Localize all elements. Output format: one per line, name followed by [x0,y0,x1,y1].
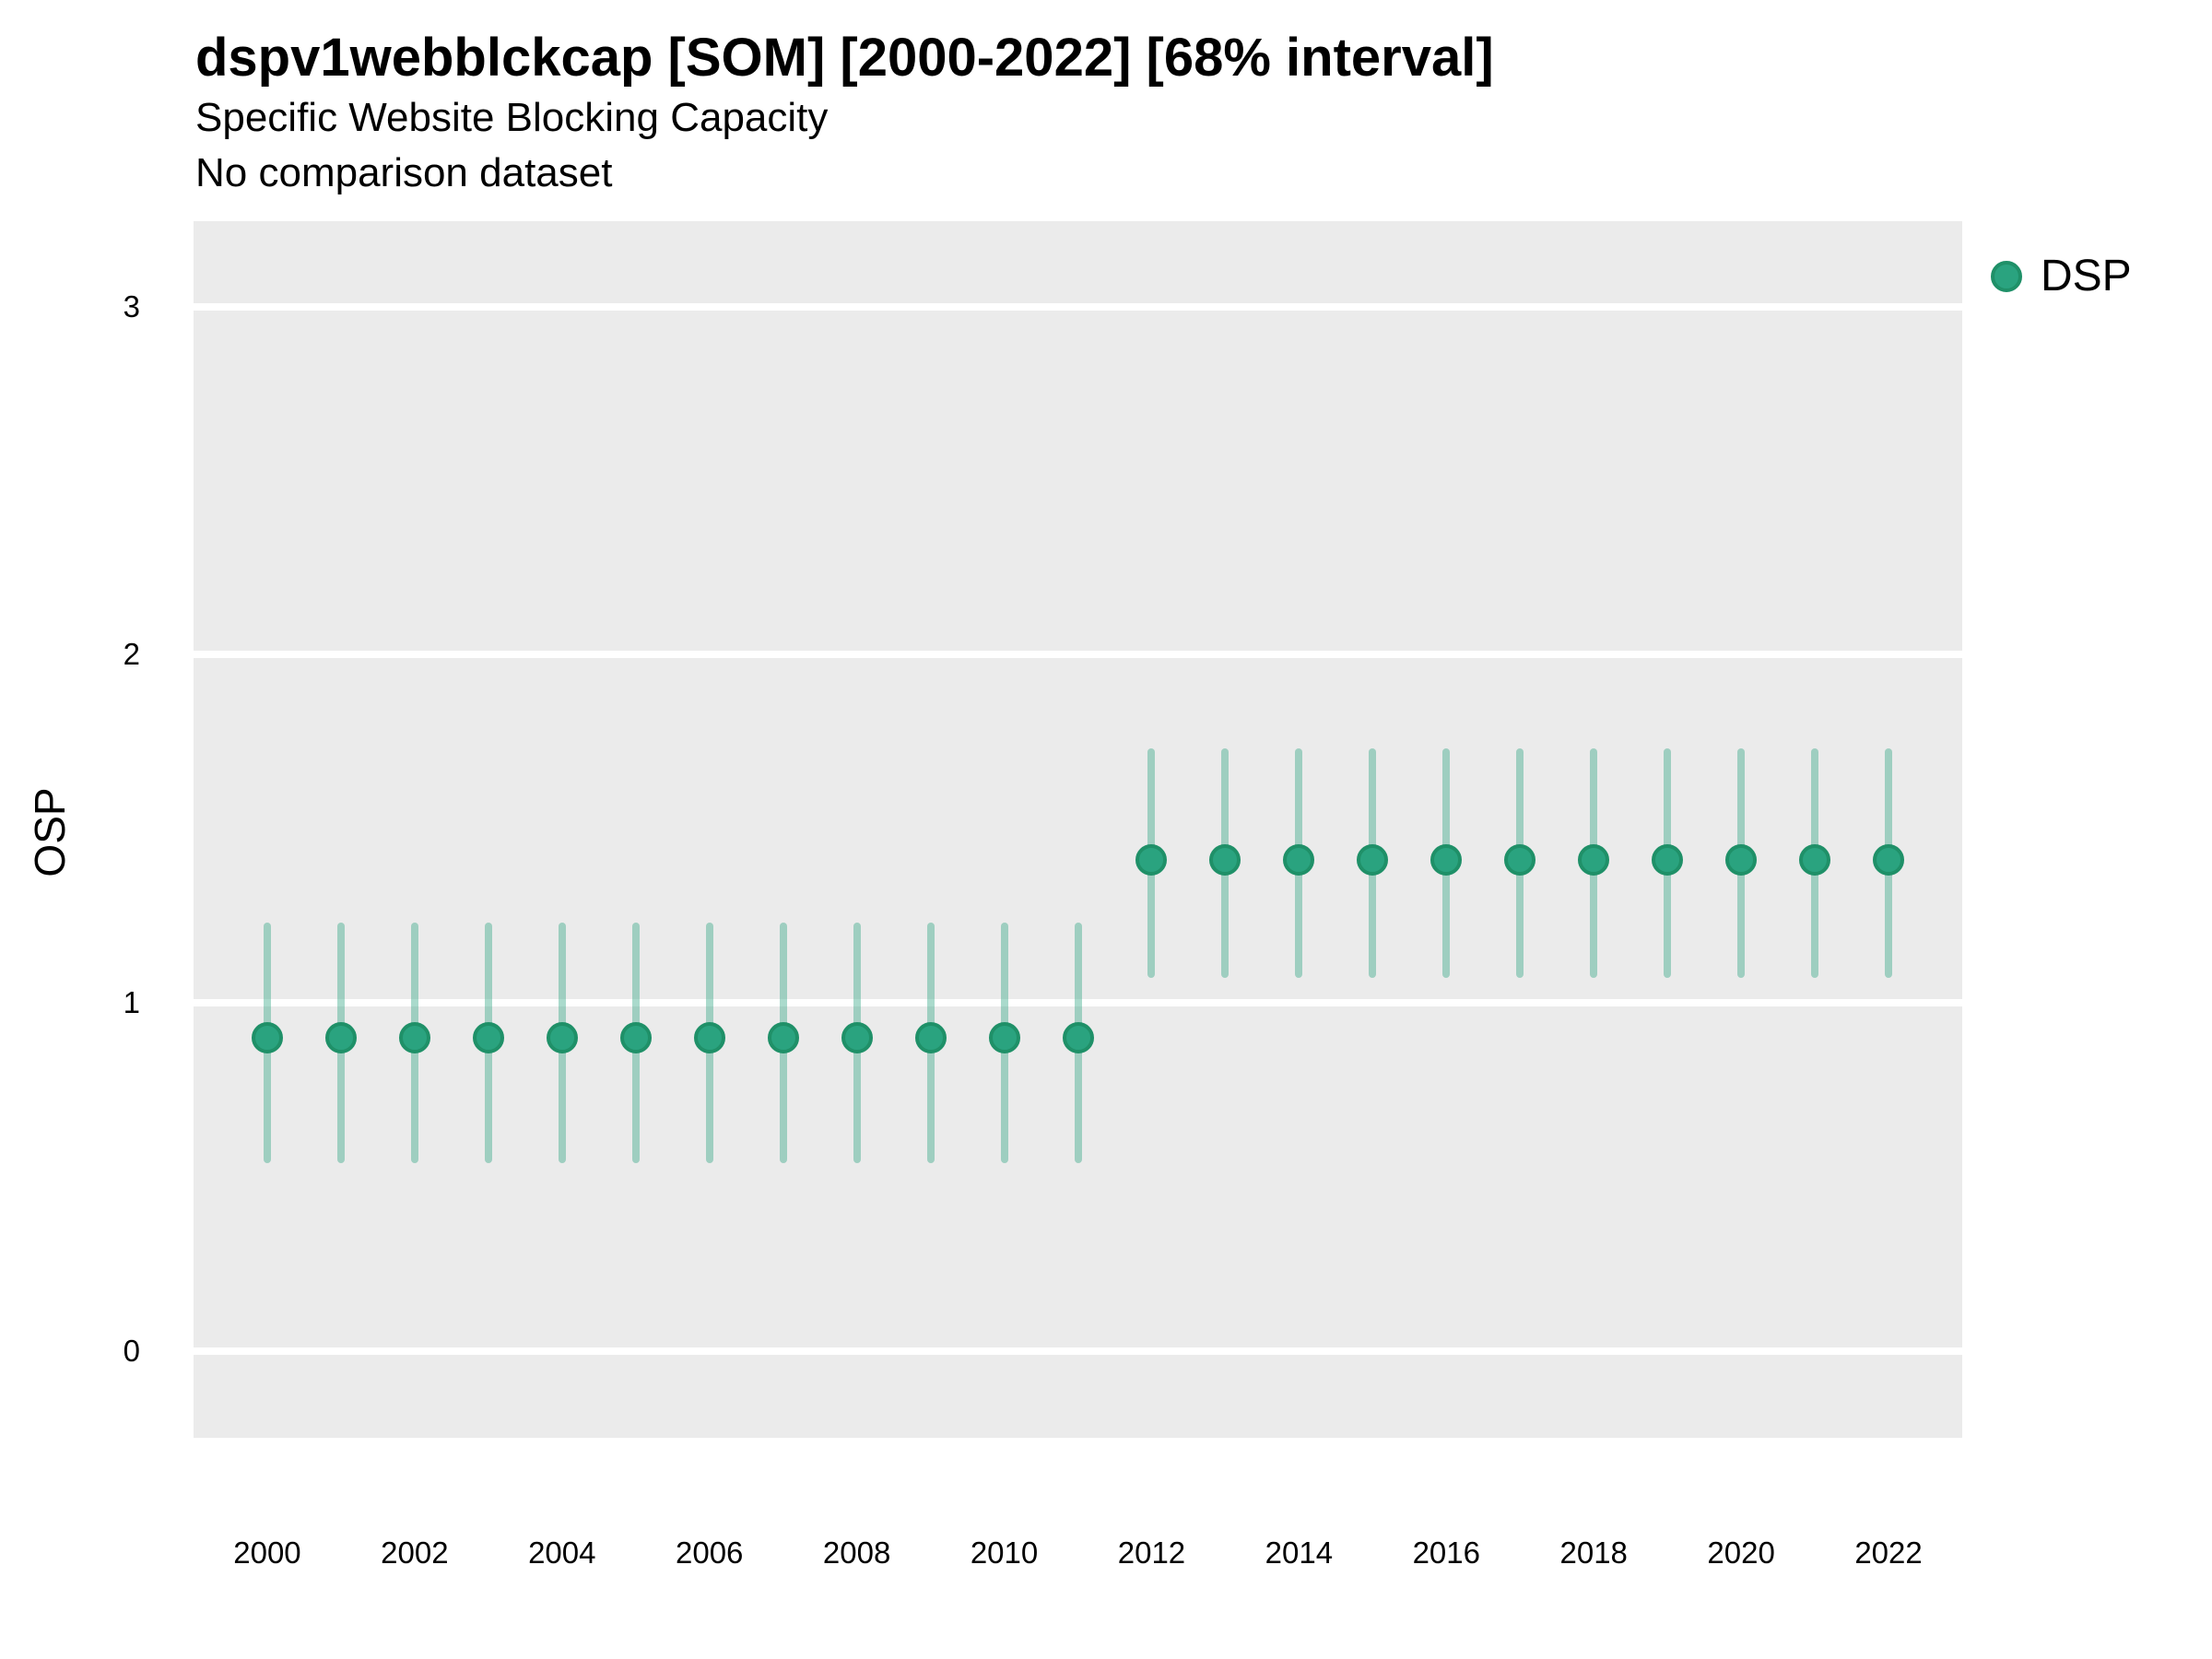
legend: DSP [1991,254,2132,299]
plot-panel [194,221,1962,1438]
x-tick-label-2006: 2006 [675,1535,744,1570]
legend-point-icon [1991,261,2022,292]
point-2003 [472,1021,504,1053]
point-2020 [1725,844,1758,877]
point-2001 [324,1021,357,1053]
x-tick-label-2022: 2022 [1854,1535,1923,1570]
point-2018 [1578,844,1610,877]
point-2004 [546,1021,578,1053]
x-tick-label-2018: 2018 [1559,1535,1628,1570]
x-tick-label-2002: 2002 [381,1535,449,1570]
point-2008 [841,1021,873,1053]
x-tick-label-2014: 2014 [1265,1535,1334,1570]
grid-line-y-0 [194,1347,1962,1355]
legend-label: DSP [2041,252,2132,300]
point-2007 [767,1021,799,1053]
point-2006 [693,1021,725,1053]
x-tick-label-2010: 2010 [970,1535,1039,1570]
x-tick-label-2000: 2000 [233,1535,301,1570]
point-2005 [619,1021,652,1053]
y-tick-label-2: 2 [123,637,140,672]
chart-note: No comparison dataset [195,150,613,195]
point-2009 [914,1021,947,1053]
point-2015 [1357,844,1389,877]
point-2012 [1135,844,1168,877]
x-tick-label-2012: 2012 [1117,1535,1186,1570]
point-2013 [1209,844,1241,877]
y-tick-label-1: 1 [123,984,140,1019]
x-tick-label-2008: 2008 [822,1535,891,1570]
point-2022 [1873,844,1905,877]
y-tick-label-3: 3 [123,288,140,324]
chart-subtitle: Specific Website Blocking Capacity [195,95,829,140]
grid-line-y-1 [194,998,1962,1006]
point-2021 [1799,844,1831,877]
point-2017 [1504,844,1536,877]
grid-line-y-3 [194,302,1962,311]
point-2011 [1062,1021,1094,1053]
y-tick-label-0: 0 [123,1333,140,1368]
point-2000 [251,1021,283,1053]
chart-title: dspv1webblckcap [SOM] [2000-2022] [68% i… [195,28,1494,88]
grid-line-y-2 [194,651,1962,659]
point-2002 [398,1021,430,1053]
point-2014 [1283,844,1315,877]
x-tick-label-2004: 2004 [528,1535,596,1570]
y-axis-title: OSP [26,787,74,877]
point-2010 [988,1021,1020,1053]
x-tick-label-2020: 2020 [1707,1535,1775,1570]
x-tick-label-2016: 2016 [1412,1535,1480,1570]
point-2016 [1430,844,1463,877]
point-2019 [1652,844,1684,877]
